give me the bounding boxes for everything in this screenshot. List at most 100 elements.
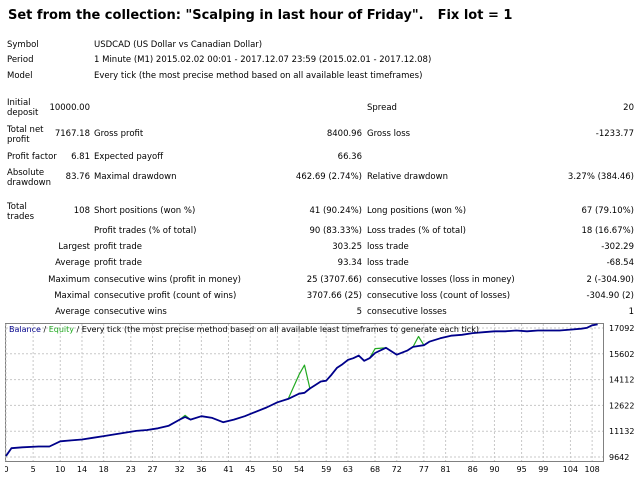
short-positions-value: 41 (90.24%) — [309, 206, 362, 216]
y-tick-label: 17092 — [609, 324, 634, 333]
average-profit-label: profit trade — [94, 258, 142, 268]
x-tick-label: 59 — [321, 465, 331, 474]
x-tick-label: 104 — [563, 465, 578, 474]
total-net-profit-label: Total net profit — [7, 125, 44, 145]
absolute-drawdown-value: 83.76 — [65, 172, 90, 182]
largest-loss-value: -302.29 — [601, 242, 634, 252]
series-lines — [5, 323, 598, 457]
largest-profit-label: profit trade — [94, 242, 142, 252]
gross-profit-value: 8400.96 — [326, 129, 362, 139]
x-tick-label: 95 — [516, 465, 526, 474]
total-trades-label: Total trades — [7, 202, 35, 222]
average-loss-value: -68.54 — [606, 258, 634, 268]
x-tick-label: 10 — [55, 465, 65, 474]
x-tick-label: 99 — [538, 465, 548, 474]
gross-profit-label: Gross profit — [94, 129, 144, 139]
report-title: Set from the collection: "Scalping in la… — [8, 8, 512, 23]
average-label: Average — [55, 258, 90, 268]
largest-profit-value: 303.25 — [332, 242, 362, 252]
maximal-consecutive-profit-value: 3707.66 (25) — [306, 291, 362, 301]
maximal-consecutive-loss-label: consecutive loss (count of losses) — [367, 291, 511, 301]
x-tick-label: 41 — [223, 465, 233, 474]
expected-payoff-label: Expected payoff — [94, 152, 164, 162]
model-label: Model — [7, 71, 33, 81]
maximal-consecutive-profit-label: consecutive profit (count of wins) — [94, 291, 237, 301]
grid-lines — [5, 324, 603, 461]
relative-drawdown-value: 3.27% (384.46) — [567, 172, 634, 182]
maximal-drawdown-value: 462.69 (2.74%) — [295, 172, 362, 182]
x-tick-label: 18 — [99, 465, 109, 474]
x-tick-label: 72 — [392, 465, 402, 474]
largest-loss-label: loss trade — [367, 242, 409, 252]
total-trades-value: 108 — [73, 206, 90, 216]
expected-payoff-value: 66.36 — [337, 152, 362, 162]
x-tick-label: 45 — [245, 465, 255, 474]
x-tick-label: 50 — [272, 465, 282, 474]
avg-consecutive-losses-label: consecutive losses — [367, 307, 447, 317]
relative-drawdown-label: Relative drawdown — [367, 172, 448, 182]
short-positions-label: Short positions (won %) — [94, 206, 196, 216]
gross-loss-label: Gross loss — [367, 129, 411, 139]
initial-deposit-label: Initial deposit — [7, 98, 39, 118]
avg-consecutive-losses-value: 1 — [628, 307, 634, 317]
y-tick-label: 11132 — [609, 427, 634, 436]
x-tick-label: 5 — [31, 465, 36, 474]
x-tick-label: 81 — [441, 465, 451, 474]
x-tick-label: 77 — [419, 465, 429, 474]
avg-consecutive-wins-value: 5 — [356, 307, 362, 317]
balance-chart-svg: 17092 15602 14112 12622 11132 9642 0 5 10 14 18 23… — [3, 323, 634, 474]
x-tick-label: 14 — [77, 465, 87, 474]
max-consecutive-wins-label: consecutive wins (profit in money) — [94, 275, 241, 285]
fix-lot-label: Fix lot = 1 — [437, 8, 513, 23]
initial-deposit-value: 10000.00 — [49, 103, 90, 113]
maximal-label: Maximal — [54, 291, 90, 301]
period-label: Period — [7, 55, 34, 65]
total-net-profit-value: 7167.18 — [54, 129, 90, 139]
model-value: Every tick (the most precise method base… — [94, 71, 423, 81]
x-tick-label: 0 — [5, 465, 9, 474]
balance-chart: 17092 15602 14112 12622 11132 9642 0 5 10 14 18 23… — [3, 323, 635, 480]
loss-trades-value: 18 (16.67%) — [581, 226, 634, 236]
legend-separator: / — [41, 325, 49, 334]
x-tick-label: 54 — [294, 465, 304, 474]
period-value: 1 Minute (M1) 2015.02.02 00:01 - 2017.12… — [94, 55, 432, 65]
x-tick-label: 68 — [370, 465, 380, 474]
profit-factor-value: 6.81 — [71, 152, 90, 162]
legend-balance: Balance — [9, 325, 41, 334]
maximal-consecutive-loss-value: -304.90 (2) — [586, 291, 634, 301]
profit-trades-label: Profit trades (% of total) — [94, 226, 197, 236]
legend-equity: Equity — [49, 325, 75, 334]
avg-consecutive-wins-label: consecutive wins — [94, 307, 167, 317]
average-consecutive-label: Average — [55, 307, 90, 317]
max-consecutive-losses-value: 2 (-304.90) — [586, 275, 634, 285]
x-tick-label: 23 — [126, 465, 136, 474]
y-tick-label: 12622 — [609, 401, 634, 410]
absolute-drawdown-label: Absolute drawdown — [7, 168, 51, 188]
x-tick-labels: 0 5 10 14 18 23 27 32 36 41 45 50 54 59 63 68 72 77 81 86 90… — [3, 465, 600, 474]
x-tick-label: 108 — [585, 465, 600, 474]
spread-label: Spread — [367, 103, 397, 113]
legend-description: / Every tick (the most precise method ba… — [74, 325, 479, 334]
y-tick-label: 15602 — [609, 350, 634, 359]
profit-factor-label: Profit factor — [7, 152, 57, 162]
spread-value: 20 — [623, 103, 634, 113]
y-tick-labels: 17092 15602 14112 12622 11132 9642 — [609, 324, 634, 462]
profit-trades-value: 90 (83.33%) — [309, 226, 362, 236]
collection-title: Set from the collection: "Scalping in la… — [8, 8, 424, 23]
maximum-label: Maximum — [48, 275, 90, 285]
x-tick-label: 86 — [468, 465, 478, 474]
balance-line — [5, 323, 598, 457]
symbol-value: USDCAD (US Dollar vs Canadian Dollar) — [94, 40, 263, 50]
loss-trades-label: Loss trades (% of total) — [367, 226, 466, 236]
max-consecutive-losses-label: consecutive losses (loss in money) — [367, 275, 515, 285]
long-positions-label: Long positions (won %) — [367, 206, 467, 216]
x-tick-label: 90 — [489, 465, 499, 474]
chart-legend: Balance / Equity / Every tick (the most … — [9, 325, 479, 334]
average-loss-label: loss trade — [367, 258, 409, 268]
y-tick-label: 9642 — [609, 453, 629, 462]
gross-loss-value: -1233.77 — [595, 129, 634, 139]
x-tick-label: 63 — [343, 465, 353, 474]
max-consecutive-wins-value: 25 (3707.66) — [306, 275, 362, 285]
average-profit-value: 93.34 — [337, 258, 362, 268]
largest-label: Largest — [58, 242, 90, 252]
